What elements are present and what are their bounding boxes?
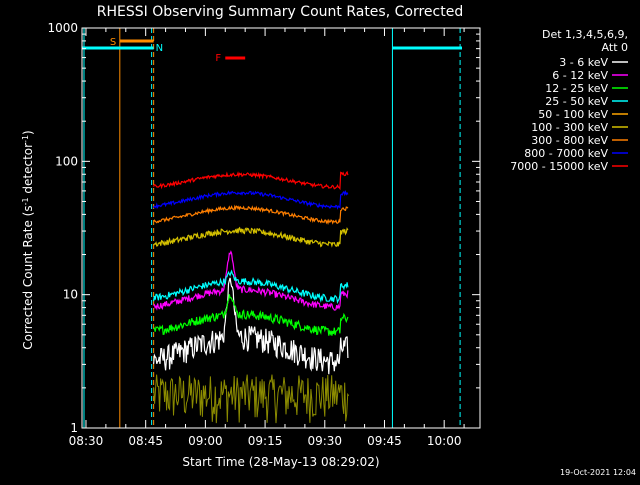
y-tick-label: 100 xyxy=(55,154,78,168)
y-axis-label-part1: Corrected Count Rate (s xyxy=(21,205,35,349)
series-line-0 xyxy=(153,277,349,375)
series-line-2 xyxy=(153,294,349,336)
legend-entry-label: 3 - 6 keV xyxy=(559,56,608,69)
plot-area: S N F xyxy=(82,28,462,428)
legend-header: Det 1,3,4,5,6,9, xyxy=(542,28,628,41)
series-line-7 xyxy=(153,189,349,210)
series-line-8 xyxy=(153,170,349,191)
series-line-6 xyxy=(153,204,349,226)
x-tick-label: 09:30 xyxy=(307,434,342,448)
x-axis-label: Start Time (28-May-13 08:29:02) xyxy=(182,455,379,469)
legend-entry-label: 7000 - 15000 keV xyxy=(510,160,608,173)
y-axis-label-part2: detector xyxy=(21,143,35,198)
legend-entry-label: 25 - 50 keV xyxy=(545,95,608,108)
flare-label: F xyxy=(215,53,221,64)
legend-entry-label: 100 - 300 keV xyxy=(531,121,608,134)
x-tick-label: 09:15 xyxy=(248,434,283,448)
x-tick-label: 08:45 xyxy=(128,434,163,448)
axes: 1 10 100 1000 08:30 08:45 09:00 09:15 09:30 09:45… xyxy=(47,21,481,448)
y-tick-label: 10 xyxy=(63,288,78,302)
y-axis-label-sup2: -1 xyxy=(21,135,30,143)
y-axis-label-part3: ) xyxy=(21,130,35,135)
night-label: N xyxy=(156,43,163,54)
legend-entry-label: 300 - 800 keV xyxy=(531,134,608,147)
series-line-background xyxy=(153,374,350,424)
legend-entry-label: 12 - 25 keV xyxy=(545,82,608,95)
x-tick-label: 10:00 xyxy=(427,434,462,448)
legend-entry-label: 800 - 7000 keV xyxy=(524,147,608,160)
x-tick-label: 09:00 xyxy=(188,434,223,448)
saa-label: S xyxy=(110,37,116,48)
x-tick-label: 08:30 xyxy=(69,434,104,448)
legend-attenuator: Att 0 xyxy=(602,41,628,54)
y-axis-label-sup1: -1 xyxy=(21,197,30,205)
legend-entry-label: 6 - 12 keV xyxy=(552,69,608,82)
series-line-5 xyxy=(153,226,349,248)
plot-frame xyxy=(81,27,481,429)
y-axis-label: Corrected Count Rate (s-1 detector-1) xyxy=(21,130,36,349)
footer-date: 19-Oct-2021 12:04 xyxy=(560,468,636,477)
legend-entry-label: 50 - 100 keV xyxy=(538,108,608,121)
series-line-3 xyxy=(153,269,349,305)
y-tick-label: 1 xyxy=(70,421,78,435)
x-tick-label: 09:45 xyxy=(367,434,402,448)
y-tick-label: 1000 xyxy=(47,21,78,35)
chart-title: RHESSI Observing Summary Count Rates, Co… xyxy=(97,4,463,20)
series-line-1 xyxy=(153,250,349,311)
